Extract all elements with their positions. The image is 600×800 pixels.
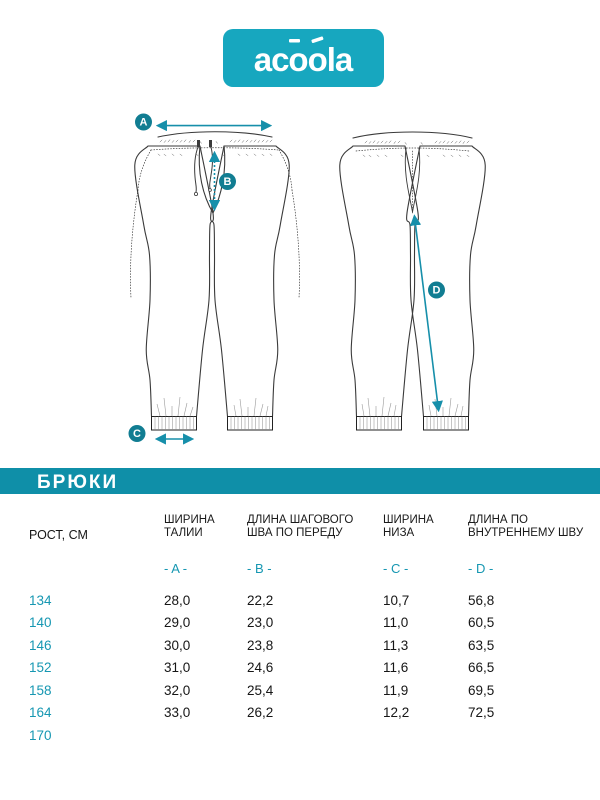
svg-text:D: D	[433, 285, 441, 297]
svg-text:B: B	[224, 176, 232, 188]
svg-text:C: C	[133, 428, 141, 440]
svg-text:A: A	[140, 117, 148, 129]
